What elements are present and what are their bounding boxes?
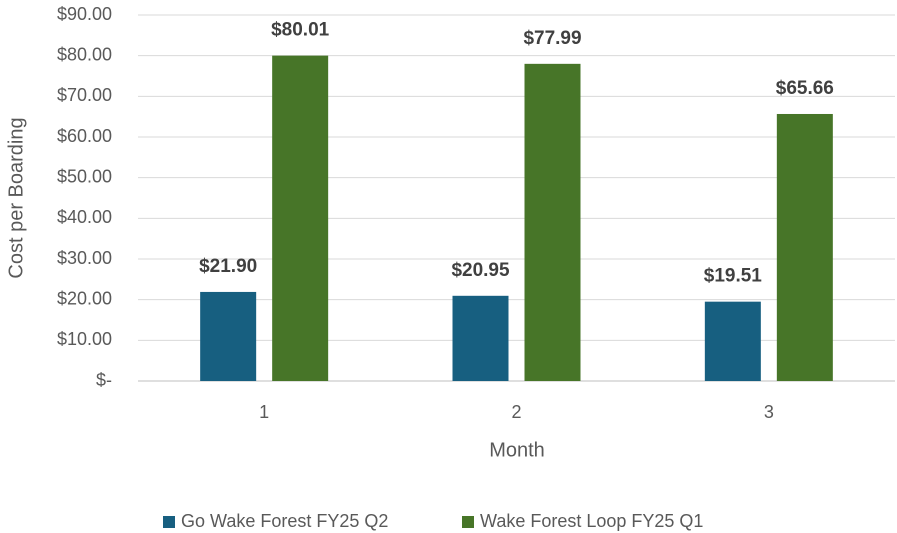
- bar: [452, 295, 509, 381]
- y-tick-label: $10.00: [57, 329, 112, 349]
- x-axis-label: Month: [489, 439, 545, 461]
- x-tick-label: 3: [764, 402, 774, 422]
- y-tick-label: $-: [96, 370, 112, 390]
- y-tick-label: $90.00: [57, 4, 112, 24]
- bar: [776, 113, 833, 381]
- data-label: $80.01: [271, 20, 330, 41]
- data-label: $21.90: [199, 256, 257, 277]
- x-tick-label: 1: [259, 402, 269, 422]
- data-label: $77.99: [523, 28, 581, 49]
- y-axis-label: Cost per Boarding: [5, 117, 27, 278]
- legend-swatch: [462, 516, 474, 528]
- bar: [704, 301, 761, 381]
- data-label: $65.66: [776, 78, 834, 99]
- y-tick-label: $70.00: [57, 85, 112, 105]
- data-label: $19.51: [704, 266, 763, 287]
- data-label: $20.95: [451, 260, 510, 281]
- bar: [200, 291, 257, 381]
- bar: [272, 55, 329, 381]
- legend-label: Wake Forest Loop FY25 Q1: [480, 511, 703, 531]
- y-tick-label: $60.00: [57, 126, 112, 146]
- x-tick-label: 2: [511, 402, 521, 422]
- legend-label: Go Wake Forest FY25 Q2: [181, 511, 388, 531]
- legend-swatch: [163, 516, 175, 528]
- y-tick-label: $50.00: [57, 166, 112, 186]
- y-tick-label: $30.00: [57, 248, 112, 268]
- y-tick-label: $80.00: [57, 44, 112, 64]
- y-tick-label: $40.00: [57, 207, 112, 227]
- y-tick-label: $20.00: [57, 288, 112, 308]
- bar: [524, 63, 581, 381]
